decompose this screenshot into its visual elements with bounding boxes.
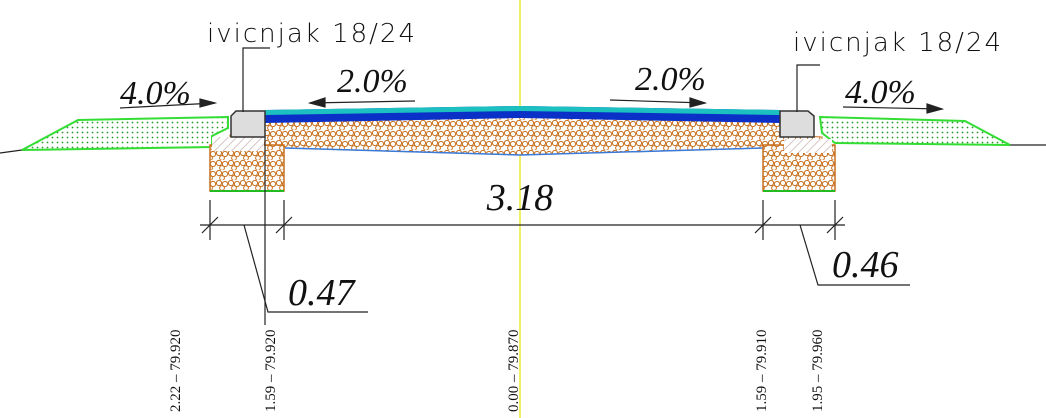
station-label: 2.22 – 79.920	[168, 330, 184, 413]
curb-label: ivicnjak 18/24	[793, 28, 1003, 58]
foundation-left	[209, 144, 285, 192]
curb-left	[230, 110, 266, 138]
bedding-right	[784, 139, 832, 153]
station-label: 1.59 – 79.910	[754, 330, 770, 413]
slope-label: 2.0%	[337, 63, 408, 100]
dimension-label: 0.46	[832, 244, 899, 286]
leader	[796, 64, 820, 112]
slope-arrows	[119, 97, 945, 114]
bedding-left	[212, 137, 264, 151]
dimension-label: 3.18	[486, 177, 554, 219]
slope-label: 4.0%	[845, 74, 916, 111]
slope-label: 2.0%	[635, 61, 706, 98]
shoulder-left	[21, 115, 229, 151]
base-bottom	[284, 147, 766, 156]
dimension-label: 0.47	[288, 272, 357, 314]
curb-label: ivicnjak 18/24	[207, 19, 417, 49]
leader	[242, 47, 270, 112]
station-label: 1.95 – 79.960	[810, 330, 826, 413]
station-label: 0.00 – 79.870	[506, 330, 522, 413]
ground-line	[0, 149, 23, 154]
curb-right	[779, 110, 815, 138]
station-label: 1.59 – 79.920	[263, 330, 279, 413]
dimension-line	[200, 137, 910, 325]
shoulder-right	[818, 115, 1011, 146]
slope-label: 4.0%	[120, 75, 191, 112]
asphalt-wear	[265, 106, 780, 115]
